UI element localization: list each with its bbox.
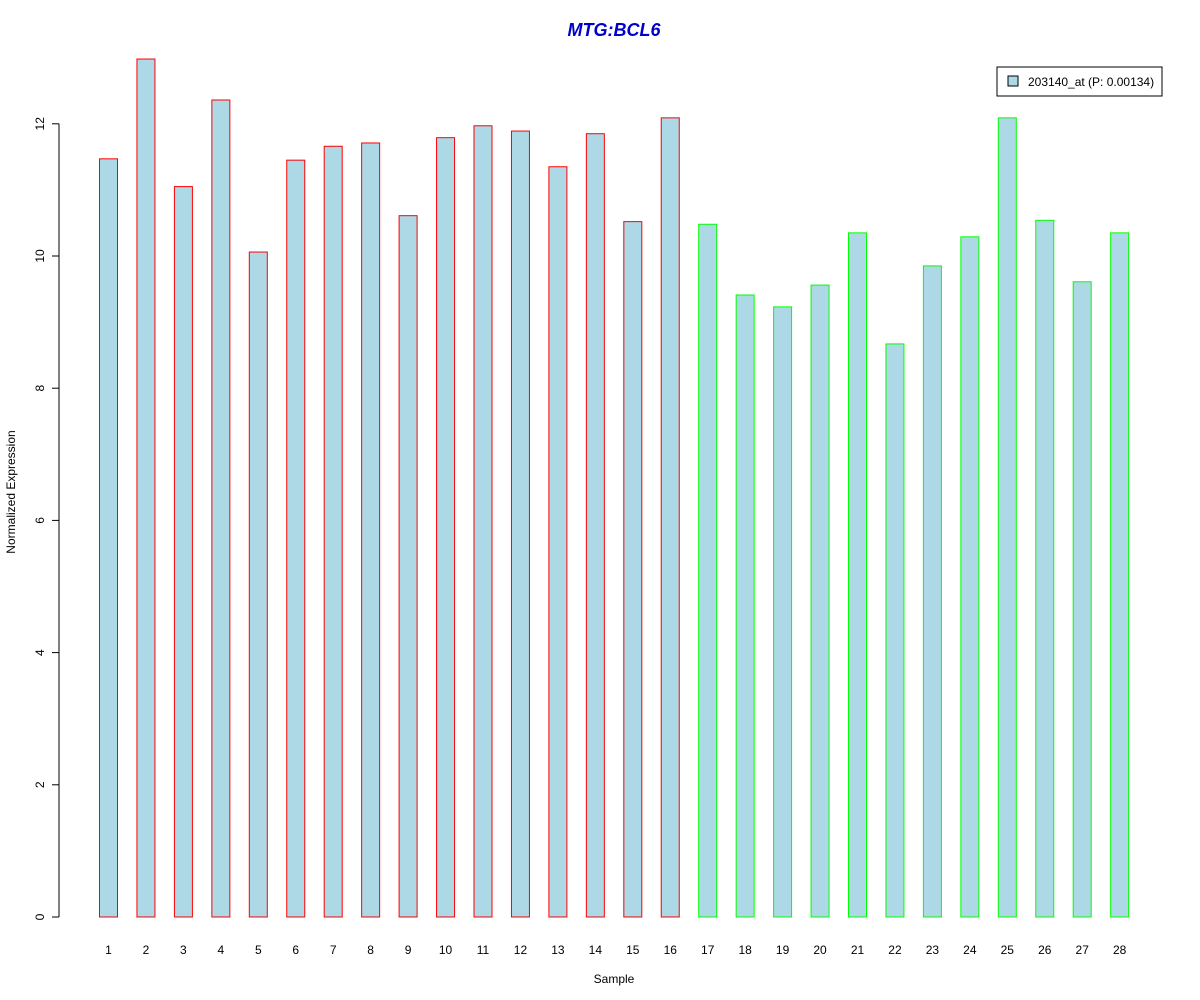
bar [735,294,755,918]
bar [623,221,643,918]
x-tick-label: 14 [589,943,603,957]
bar [922,265,942,918]
chart-title: MTG:BCL6 [568,20,662,40]
bar [136,58,156,918]
bar [436,137,456,918]
bar [398,215,418,918]
bar [773,306,793,918]
legend-label: 203140_at (P: 0.00134) [1028,75,1154,89]
x-tick-label: 25 [1001,943,1015,957]
bar [248,251,268,918]
bar [1110,232,1130,918]
legend-box [996,66,1163,97]
bar [660,117,680,918]
x-tick-label: 6 [292,943,299,957]
x-axis-label: Sample [594,972,635,986]
y-axis-label: Normalized Expression [4,430,18,553]
x-tick-label: 26 [1038,943,1052,957]
bar [848,232,867,918]
bar [885,343,905,918]
x-tick-label: 28 [1113,943,1127,957]
bar [548,166,568,918]
bar [698,223,718,918]
y-tick-label: 2 [33,781,47,788]
x-tick-label: 7 [330,943,337,957]
bar [99,158,118,918]
x-tick-label: 8 [367,943,374,957]
x-tick-label: 19 [776,943,790,957]
bar [510,130,530,918]
x-tick-label: 2 [143,943,150,957]
bar-group [99,58,1130,918]
bar [173,186,193,918]
x-tick-label: 9 [405,943,412,957]
x-tick-label: 11 [477,943,490,957]
bar [1035,219,1055,918]
x-tick-label: 20 [813,943,827,957]
legend: 203140_at (P: 0.00134) [996,66,1163,97]
y-tick-label: 6 [33,517,47,524]
bar [211,99,231,918]
y-axis: 0 2 4 6 8 10 12 [33,117,60,920]
x-tick-label: 16 [664,943,678,957]
x-tick-label: 24 [963,943,977,957]
x-tick-labels: 1 2 3 4 5 6 7 8 9 10 11 12 13 14 15 16 17 18 19 20 21 22 23 24 2… [105,943,1126,957]
y-tick-label: 12 [33,117,47,131]
bar [960,236,980,918]
x-tick-label: 22 [888,943,902,957]
bar [361,142,381,918]
x-tick-label: 23 [926,943,940,957]
bar [997,117,1017,918]
y-tick-label: 10 [33,249,47,263]
x-tick-label: 12 [514,943,528,957]
x-tick-label: 3 [180,943,187,957]
bar [1072,281,1092,918]
x-tick-label: 27 [1076,943,1090,957]
x-tick-label: 5 [255,943,262,957]
bar [286,159,306,918]
x-tick-label: 13 [551,943,565,957]
x-tick-label: 10 [439,943,453,957]
x-tick-label: 4 [218,943,225,957]
bar [323,145,343,918]
x-tick-label: 21 [851,943,865,957]
bar [473,125,493,918]
y-tick-label: 0 [33,913,47,920]
y-tick-label: 4 [33,649,47,656]
x-tick-label: 1 [105,943,112,957]
bar [810,284,830,918]
x-tick-label: 15 [626,943,640,957]
x-tick-label: 17 [701,943,715,957]
x-tick-label: 18 [738,943,752,957]
legend-swatch [1007,75,1019,87]
bar [585,133,605,918]
y-tick-label: 8 [33,385,47,392]
